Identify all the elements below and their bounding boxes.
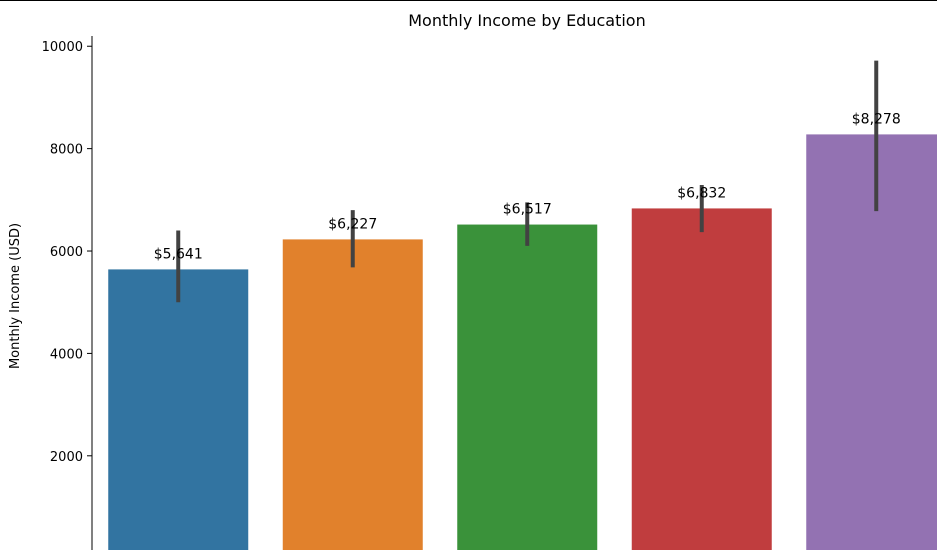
- data-label-4: $6,832: [677, 185, 726, 201]
- chart-title: Monthly Income by Education: [408, 11, 645, 30]
- bar-4: [631, 208, 772, 550]
- data-label-5: $8,278: [852, 111, 901, 127]
- bar-3: [457, 224, 598, 550]
- y-tick-label: 4000: [50, 347, 83, 362]
- y-tick-label: 6000: [50, 245, 83, 260]
- bar-2: [282, 239, 423, 550]
- bar-1: [108, 269, 249, 550]
- data-label-3: $6,517: [503, 202, 552, 218]
- error-bars-layer: [176, 60, 879, 303]
- bar-5: [806, 134, 937, 550]
- data-label-1: $5,641: [154, 246, 203, 262]
- data-label-2: $6,227: [328, 216, 377, 232]
- data-labels-layer: $5,641 $6,227 $6,517 $6,832 $8,278: [154, 111, 901, 262]
- y-tick-label: 8000: [50, 143, 83, 158]
- y-tick-label: 2000: [50, 450, 83, 465]
- bars-layer: [108, 134, 937, 550]
- y-axis-label: Monthly Income (USD): [8, 223, 23, 369]
- y-tick-label: 10000: [42, 40, 83, 55]
